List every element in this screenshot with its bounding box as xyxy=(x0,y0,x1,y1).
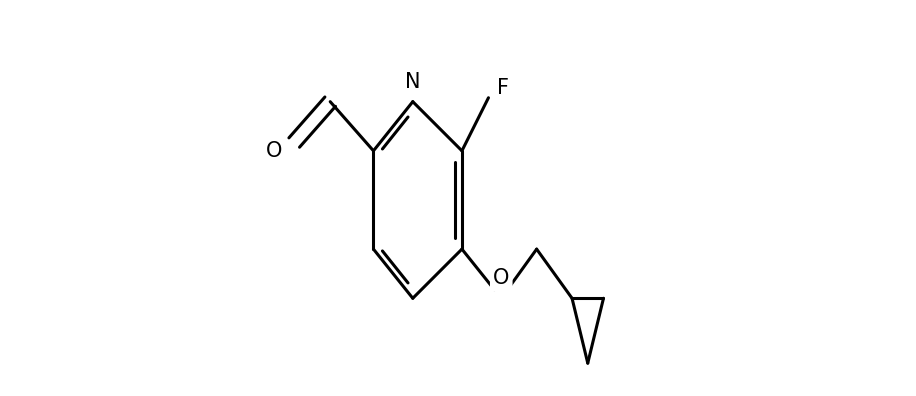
Text: O: O xyxy=(266,141,282,161)
Text: N: N xyxy=(405,72,420,92)
Text: F: F xyxy=(497,78,509,98)
Text: O: O xyxy=(493,268,509,288)
